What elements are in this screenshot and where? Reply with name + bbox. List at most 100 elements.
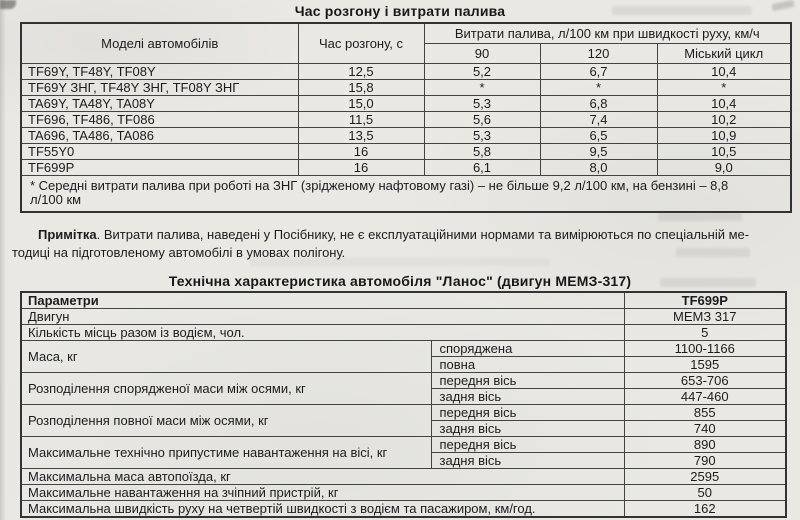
spec-table-title: Технічна характеристика автомобіля "Лано…: [168, 273, 632, 289]
scan-bleedthrough: [676, 248, 750, 257]
fuel-90-cell: 5,3: [423, 94, 541, 112]
value-cell: 5: [623, 324, 787, 341]
fuel-90-cell: 5,6: [423, 110, 541, 128]
scan-bleedthrough: [658, 212, 742, 221]
subparam-cell: споряджена: [430, 340, 625, 357]
scan-bleedthrough: [612, 6, 752, 15]
value-cell: 162: [623, 500, 787, 518]
speed-120-header: 120: [539, 42, 658, 64]
accel-cell: 16: [297, 158, 425, 176]
scan-bleedthrough: [250, 258, 550, 266]
value-cell: 740: [623, 420, 787, 437]
speed-90-header: 90: [423, 42, 541, 64]
param-cell: Максимальна швидкість руху на четвертій …: [20, 500, 625, 518]
value-cell: 2595: [623, 468, 787, 485]
param-cell: Розподілення повної маси між осями, кг: [20, 404, 432, 437]
footnote-line: л/100 км: [30, 191, 82, 207]
fuel-city-cell: 10,2: [656, 110, 792, 128]
subparam-cell: передня вісь: [430, 404, 625, 421]
fuel-consumption-table: Моделі автомобілів Час розгону, с Витрат…: [20, 22, 792, 213]
table-row: TF69Y, TF48Y, TF08Y 12,5 5,2 6,7 10,4: [20, 62, 792, 80]
fuel-90-cell: 5,2: [423, 62, 541, 80]
table-row: Двигун МЕМЗ 317: [20, 308, 787, 325]
table-row: TF55Y0 16 5,8 9,5 10,5: [20, 142, 792, 160]
scan-artifact: [0, 0, 16, 9]
fuel-120-cell: 6,8: [539, 94, 658, 112]
param-cell: Максимальне навантаження на зчіпний прис…: [20, 484, 625, 501]
table-row: TF69Y ЗНГ, TF48Y ЗНГ, TF08Y ЗНГ 15,8 * *…: [20, 78, 792, 96]
table-footnote: * Середні витрати палива при роботі на З…: [20, 174, 792, 212]
models-cell: TA696, TA486, TA086: [20, 126, 299, 144]
note-text: . Витрати палива, наведені у Посібнику, …: [96, 227, 750, 242]
fuel-city-cell: 10,4: [656, 62, 792, 80]
accel-column-header: Час розгону, с: [297, 22, 425, 64]
accel-cell: 13,5: [297, 126, 425, 144]
param-cell: Розподілення спорядженої маси між осями,…: [20, 372, 432, 405]
subparam-cell: передня вісь: [430, 372, 625, 389]
value-cell: 890: [623, 436, 787, 453]
table-row: Маса, кг споряджена 1100-1166: [20, 340, 787, 373]
fuel-120-cell: 6,5: [539, 126, 658, 144]
table-row: Максимальна швидкість руху на четвертій …: [20, 500, 787, 518]
footnote-row: * Середні витрати палива при роботі на З…: [20, 174, 792, 212]
value-cell: 653-706: [623, 372, 787, 389]
table-row: Максимальне технічно припустиме навантаж…: [20, 436, 787, 469]
table-row: TF699P 16 6,1 8,0 9,0: [20, 158, 792, 176]
table-row: TF696, TF486, TF086 11,5 5,6 7,4 10,2: [20, 110, 792, 128]
note-line: Примітка. Витрати палива, наведені у Пос…: [12, 226, 794, 244]
value-cell: 447-460: [623, 388, 787, 405]
subparam-cell: задня вісь: [430, 452, 625, 469]
fuel-table-title: Час розгону і витрати палива: [294, 3, 506, 19]
value-cell: 855: [623, 404, 787, 421]
models-cell: TF69Y, TF48Y, TF08Y: [20, 62, 299, 80]
fuel-90-cell: 6,1: [423, 158, 541, 176]
fuel-city-cell: 10,4: [656, 94, 792, 112]
fuel-120-cell: *: [539, 78, 658, 96]
table-row: TA69Y, TA48Y, TA08Y 15,0 5,3 6,8 10,4: [20, 94, 792, 112]
fuel-120-cell: 9,5: [539, 142, 658, 160]
table-row: TA696, TA486, TA086 13,5 5,3 6,5 10,9: [20, 126, 792, 144]
fuel-120-cell: 7,4: [539, 110, 658, 128]
table-row: Розподілення спорядженої маси між осями,…: [20, 372, 787, 405]
accel-cell: 16: [297, 142, 425, 160]
fuel-city-cell: *: [656, 78, 792, 96]
fuel-90-cell: 5,3: [423, 126, 541, 144]
value-cell: 1595: [623, 356, 787, 373]
models-cell: TF699P: [20, 158, 299, 176]
subparam-cell: повна: [430, 356, 625, 373]
fuel-city-cell: 9,0: [656, 158, 792, 176]
param-cell: Маса, кг: [20, 340, 432, 373]
accel-cell: 12,5: [297, 62, 425, 80]
accel-cell: 15,8: [297, 78, 425, 96]
models-cell: TF696, TF486, TF086: [20, 110, 299, 128]
fuel-120-cell: 8,0: [539, 158, 658, 176]
accel-cell: 11,5: [297, 110, 425, 128]
note-paragraph: Примітка. Витрати палива, наведені у Пос…: [12, 226, 794, 261]
table-row: Максимальне навантаження на зчіпний прис…: [20, 484, 787, 501]
table-header-row: Моделі автомобілів Час розгону, с Витрат…: [20, 22, 792, 64]
fuel-city-cell: 10,5: [656, 142, 792, 160]
table-row: задня вісь 740: [21, 420, 787, 437]
lanos-spec-table: Параметри TF699P Двигун МЕМЗ 317 Кількіс…: [20, 291, 788, 518]
models-column-header: Моделі автомобілів: [20, 22, 299, 64]
fuel-city-cell: 10,9: [656, 126, 792, 144]
subparam-cell: задня вісь: [430, 420, 625, 437]
footnote-line: * Середні витрати палива при роботі на З…: [30, 177, 729, 193]
fuel-span-header: Витрати палива, л/100 км при швидкості р…: [423, 22, 792, 44]
models-cell: TA69Y, TA48Y, TA08Y: [20, 94, 299, 112]
param-cell: Кількість місць разом із водієм, чол.: [20, 324, 625, 341]
table-subheader-row: 90 120 Міський цикл: [21, 42, 792, 64]
table-header-row: Параметри TF699P: [20, 291, 787, 309]
fuel-90-cell: *: [423, 78, 541, 96]
note-label: Примітка: [38, 227, 97, 242]
models-cell: TF69Y ЗНГ, TF48Y ЗНГ, TF08Y ЗНГ: [20, 78, 299, 96]
city-cycle-header: Міський цикл: [656, 42, 792, 64]
param-cell: Двигун: [20, 308, 625, 325]
scan-bleedthrough: [660, 278, 756, 287]
note-line: тодиці на підготовленому автомобілі в ум…: [12, 244, 346, 260]
scan-edge-shade: [0, 0, 6, 520]
fuel-90-cell: 5,8: [423, 142, 541, 160]
params-column-header: Параметри: [20, 291, 625, 309]
accel-cell: 15,0: [297, 94, 425, 112]
